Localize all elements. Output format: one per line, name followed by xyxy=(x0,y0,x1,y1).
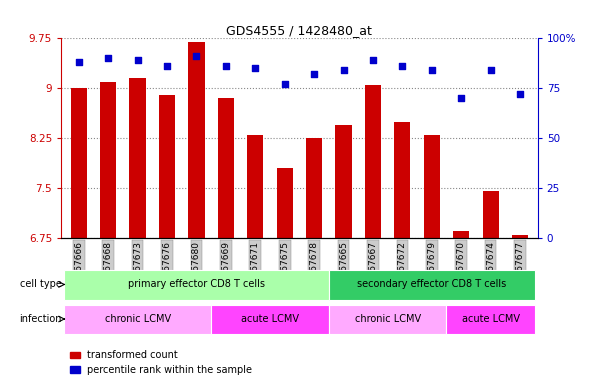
Text: GSM767676: GSM767676 xyxy=(163,241,172,296)
Text: primary effector CD8 T cells: primary effector CD8 T cells xyxy=(128,280,265,290)
Bar xyxy=(247,135,263,238)
Point xyxy=(280,81,290,88)
FancyBboxPatch shape xyxy=(211,305,329,334)
Bar xyxy=(335,125,351,238)
Point xyxy=(398,63,408,70)
Point xyxy=(133,57,142,63)
Bar xyxy=(453,232,469,238)
Text: chronic LCMV: chronic LCMV xyxy=(354,314,421,324)
Text: GSM767669: GSM767669 xyxy=(221,241,230,296)
Text: GSM767677: GSM767677 xyxy=(516,241,524,296)
Point xyxy=(486,67,496,73)
Bar xyxy=(365,85,381,238)
Text: GSM767673: GSM767673 xyxy=(133,241,142,296)
Text: secondary effector CD8 T cells: secondary effector CD8 T cells xyxy=(357,280,507,290)
Bar xyxy=(277,168,293,238)
Bar xyxy=(512,235,528,238)
Text: GSM767680: GSM767680 xyxy=(192,241,201,296)
Bar xyxy=(188,42,205,238)
Point xyxy=(309,71,319,78)
Bar xyxy=(394,122,411,238)
Point xyxy=(515,91,525,98)
Point xyxy=(103,55,113,61)
Text: GSM767670: GSM767670 xyxy=(456,241,466,296)
Point xyxy=(338,67,348,73)
Text: GSM767674: GSM767674 xyxy=(486,241,495,296)
Point xyxy=(74,59,84,65)
Text: GSM767665: GSM767665 xyxy=(339,241,348,296)
Point xyxy=(456,95,466,101)
Text: acute LCMV: acute LCMV xyxy=(461,314,519,324)
FancyBboxPatch shape xyxy=(64,305,211,334)
Text: GSM767678: GSM767678 xyxy=(310,241,318,296)
Point xyxy=(368,57,378,63)
Text: GSM767667: GSM767667 xyxy=(368,241,378,296)
Text: acute LCMV: acute LCMV xyxy=(241,314,299,324)
Point xyxy=(191,53,201,60)
Text: GSM767672: GSM767672 xyxy=(398,241,407,296)
Point xyxy=(221,63,231,70)
Text: GSM767671: GSM767671 xyxy=(251,241,260,296)
FancyBboxPatch shape xyxy=(329,270,535,300)
Legend: transformed count, percentile rank within the sample: transformed count, percentile rank withi… xyxy=(66,346,256,379)
Text: cell type: cell type xyxy=(20,280,61,290)
FancyBboxPatch shape xyxy=(329,305,447,334)
FancyBboxPatch shape xyxy=(447,305,535,334)
Bar xyxy=(130,78,145,238)
Bar xyxy=(423,135,440,238)
Bar xyxy=(306,138,322,238)
Bar xyxy=(483,192,499,238)
Point xyxy=(162,63,172,70)
Text: GSM767679: GSM767679 xyxy=(427,241,436,296)
Bar xyxy=(159,95,175,238)
Bar xyxy=(71,88,87,238)
Bar xyxy=(218,98,234,238)
Text: chronic LCMV: chronic LCMV xyxy=(104,314,170,324)
Title: GDS4555 / 1428480_at: GDS4555 / 1428480_at xyxy=(227,24,372,37)
Text: infection: infection xyxy=(19,314,61,324)
Point xyxy=(251,65,260,71)
Text: GSM767666: GSM767666 xyxy=(75,241,83,296)
Bar xyxy=(100,82,116,238)
Point xyxy=(427,67,437,73)
FancyBboxPatch shape xyxy=(64,270,329,300)
Text: GSM767675: GSM767675 xyxy=(280,241,289,296)
Text: GSM767668: GSM767668 xyxy=(104,241,112,296)
